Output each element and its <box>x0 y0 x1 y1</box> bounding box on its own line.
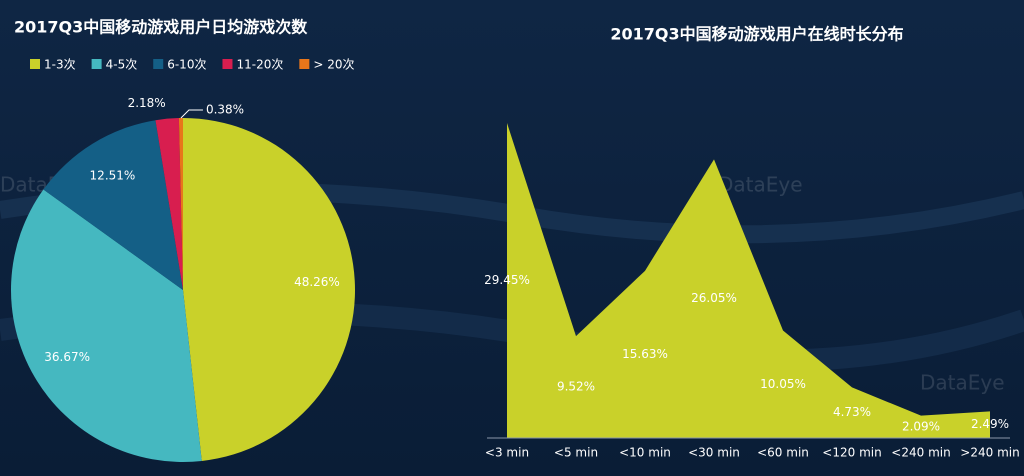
data-label: 12.51% <box>90 168 136 182</box>
legend-swatch <box>222 59 233 69</box>
legend-swatch <box>299 59 310 69</box>
x-tick-label: <5 min <box>554 446 598 460</box>
data-label: 36.67% <box>44 350 90 364</box>
area <box>507 123 990 438</box>
legend-swatch <box>153 59 164 69</box>
data-label: 2.09% <box>902 419 940 433</box>
data-label: 2.49% <box>971 417 1009 431</box>
watermark: DataEye <box>920 371 1005 395</box>
pie-slice <box>43 120 184 290</box>
data-label: 9.52% <box>557 380 595 394</box>
data-label: 10.05% <box>760 377 806 391</box>
legend-label: 1-3次 <box>44 58 76 72</box>
x-tick-label: <240 min <box>891 446 950 460</box>
x-tick-label: <30 min <box>688 446 740 460</box>
legend-label: > 20次 <box>313 58 354 72</box>
legend-swatch <box>30 59 40 69</box>
x-tick-label: <60 min <box>757 446 809 460</box>
x-tick-label: >240 min <box>960 446 1019 460</box>
legend-swatch <box>91 59 102 69</box>
area-title: 2017Q3中国移动游戏用户在线时长分布 <box>610 25 903 44</box>
x-tick-label: <120 min <box>822 446 881 460</box>
data-label: 48.26% <box>294 275 340 289</box>
pie-title: 2017Q3中国移动游戏用户日均游戏次数 <box>14 18 308 37</box>
data-label: 26.05% <box>691 291 737 305</box>
legend-label: 6-10次 <box>167 58 206 72</box>
data-label: 0.38% <box>206 103 244 117</box>
pie-slice <box>178 118 183 290</box>
legend-label: 4-5次 <box>106 58 138 72</box>
legend-label: 11-20次 <box>236 58 283 72</box>
watermark: DataEye <box>718 173 803 197</box>
pie-slice <box>155 118 183 290</box>
x-tick-label: <3 min <box>485 446 529 460</box>
data-label: 29.45% <box>484 273 530 287</box>
data-label: 4.73% <box>833 405 871 419</box>
data-label: 15.63% <box>622 347 668 361</box>
data-label: 2.18% <box>128 96 166 110</box>
leader-line <box>180 109 203 119</box>
pie-slice <box>183 118 355 461</box>
pie-slice <box>11 189 202 463</box>
x-tick-label: <10 min <box>619 446 671 460</box>
